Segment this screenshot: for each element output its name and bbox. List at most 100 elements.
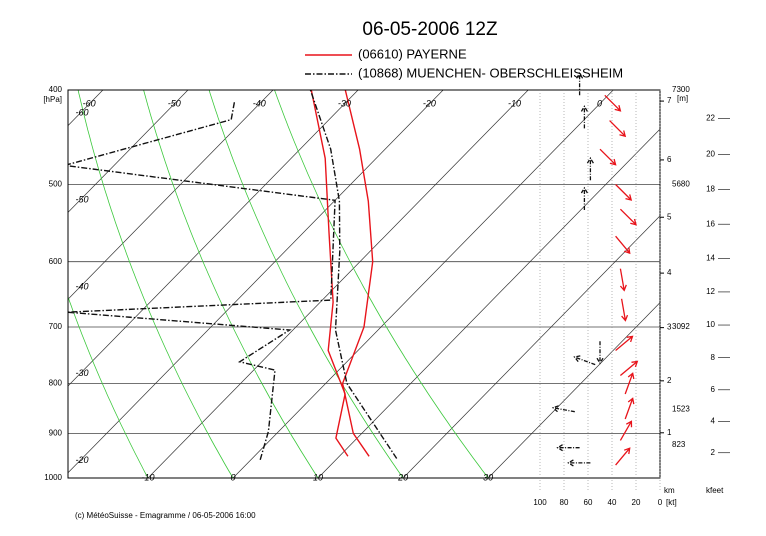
geopotential-label: 5680	[672, 180, 690, 189]
geopotential-label: 7300	[672, 85, 690, 94]
wind-arrow	[580, 105, 588, 129]
geopotential-label: 1523	[672, 404, 690, 413]
wind-arrow	[573, 355, 596, 366]
temperature-label: 0	[231, 472, 236, 482]
temperature-label: 30	[483, 472, 493, 482]
isotherm	[68, 90, 444, 474]
kfeet-tick-label: 16	[706, 219, 715, 228]
y-tick-label: 800	[49, 379, 63, 388]
dry-adiabat	[68, 295, 149, 478]
dry-adiabat	[274, 90, 489, 478]
wind-tick-label: 80	[560, 498, 569, 507]
height-label: [m]	[677, 94, 688, 103]
temperature-label: -20	[75, 455, 88, 465]
wind-arrow	[615, 447, 631, 466]
temperature-label: -60	[75, 108, 88, 118]
dry-adiabat	[143, 90, 319, 478]
temperature-label: -10	[508, 98, 521, 108]
wind-arrow	[604, 94, 622, 112]
temperature-profile	[341, 90, 374, 457]
footer: (c) MétéoSuisse - Emagramme / 06-05-2006…	[75, 511, 256, 520]
kfeet-tick-label: 12	[706, 287, 715, 296]
temperature-label: -30	[338, 98, 351, 108]
wind-arrow	[596, 341, 604, 365]
dry-adiabat	[208, 90, 404, 478]
kfeet-tick-label: 6	[711, 385, 716, 394]
km-tick-label: 6	[667, 155, 672, 164]
km-tick-label: 5	[667, 212, 672, 221]
temperature-profile	[309, 90, 398, 459]
kfeet-tick-label: 22	[706, 114, 715, 123]
temperature-label: -40	[253, 98, 266, 108]
km-tick-label: 4	[667, 268, 672, 277]
wind-arrow	[620, 298, 629, 322]
isotherm	[317, 128, 660, 478]
wind-arrow	[576, 72, 584, 96]
wind-arrow	[615, 235, 631, 255]
wind-arrow	[551, 405, 575, 413]
geopotential-label: 3092	[672, 322, 690, 331]
wind-arrow	[615, 335, 634, 351]
kfeet-tick-label: 2	[711, 448, 716, 457]
km-tick-label: 2	[667, 376, 672, 385]
kfeet-tick-label: 10	[706, 320, 715, 329]
dewpoint-profile	[68, 100, 336, 460]
wind-arrow	[599, 148, 617, 166]
geopotential-label: 823	[672, 440, 686, 449]
temperature-label: -40	[75, 281, 88, 291]
isotherm	[402, 215, 660, 478]
km-tick-label: 1	[667, 428, 672, 437]
wind-arrow	[624, 372, 635, 395]
chart-title: 06-05-2006 12Z	[362, 19, 498, 40]
wind-arrow	[580, 186, 588, 210]
kfeet-tick-label: 14	[706, 253, 715, 262]
wind-arrow	[556, 444, 580, 452]
wind-tick-label: 0	[658, 498, 663, 507]
legend-label: (06610) PAYERNE	[358, 46, 467, 61]
temperature-label: -50	[75, 195, 88, 205]
y-tick-label: 900	[49, 428, 63, 437]
isotherm	[487, 302, 660, 478]
plot-frame	[67, 89, 661, 479]
km-tick-label: 7	[667, 96, 672, 105]
wind-arrow	[624, 397, 635, 420]
isotherm	[68, 90, 359, 387]
dry-adiabat	[77, 90, 234, 478]
temperature-label: 20	[397, 472, 408, 482]
y-axis-label: [hPa]	[43, 95, 62, 104]
wind-arrow	[619, 360, 639, 376]
wind-axis-label: [kt]	[666, 498, 677, 507]
wind-arrow	[619, 208, 637, 226]
wind-arrow	[609, 120, 627, 138]
kfeet-tick-label: 8	[711, 353, 716, 362]
wind-arrow	[619, 268, 627, 292]
wind-tick-label: 60	[584, 498, 593, 507]
km-label: km	[664, 486, 675, 495]
temperature-label: -30	[75, 368, 88, 378]
temperature-label: 0	[597, 98, 602, 108]
y-tick-label: 1000	[44, 473, 62, 482]
plot-area	[68, 90, 660, 478]
km-tick-label: 3	[667, 323, 672, 332]
dewpoint-profile	[310, 90, 349, 457]
y-tick-label: 600	[49, 257, 63, 266]
wind-arrow	[619, 420, 633, 441]
legend-label: (10868) MUENCHEN- OBERSCHLEISSHEIM	[358, 65, 623, 80]
temperature-label: -20	[423, 98, 436, 108]
wind-tick-label: 100	[533, 498, 547, 507]
y-tick-label: 500	[49, 180, 63, 189]
kfeet-label: kfeet	[706, 486, 724, 495]
y-tick-label: 700	[49, 322, 63, 331]
temperature-label: -10	[141, 472, 154, 482]
kfeet-tick-label: 18	[706, 185, 715, 194]
temperature-label: -60	[83, 98, 96, 108]
isotherm	[232, 90, 614, 478]
temperature-label: -50	[168, 98, 181, 108]
kfeet-tick-label: 20	[706, 149, 715, 158]
wind-arrow	[567, 459, 591, 467]
wind-arrow	[615, 184, 633, 201]
y-tick-label: 400	[49, 85, 63, 94]
